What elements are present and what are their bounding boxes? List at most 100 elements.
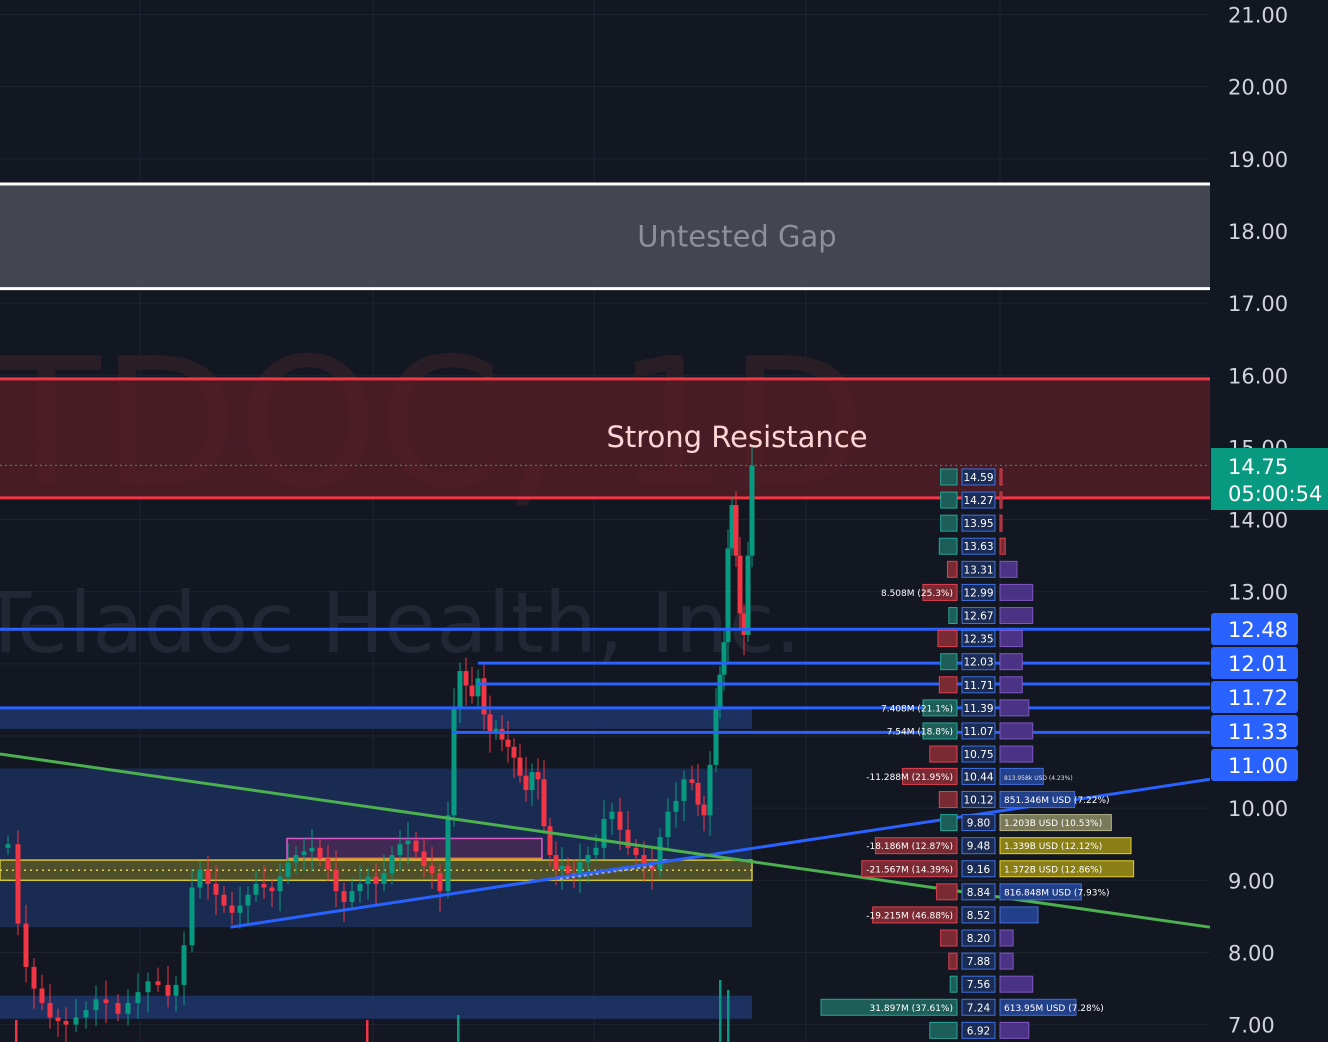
candle-up [277, 876, 283, 892]
delta-label: 7.408M (21.1%) [881, 704, 953, 714]
profile-price-cell [961, 607, 996, 625]
profile-price-cell [961, 537, 996, 555]
profile-price-cell [961, 676, 996, 694]
candle-down [269, 887, 275, 892]
candle-up [83, 1010, 89, 1018]
level-tag-label: 11.33 [1228, 720, 1288, 744]
level-tag-bg [1211, 715, 1298, 747]
volume-node-label: 1.203B USD (10.53%) [1004, 819, 1102, 829]
profile-price-cell [961, 630, 996, 648]
candle-up [749, 465, 755, 556]
candle-down [469, 685, 475, 697]
candle-down [221, 894, 227, 906]
volume-node-bar [999, 560, 1018, 578]
profile-price-label: 11.71 [963, 680, 993, 692]
candle-up [725, 548, 731, 643]
candle-down [23, 923, 29, 967]
candle-up [173, 984, 179, 996]
candle-up [397, 844, 403, 856]
price-tick-label: 19.00 [1228, 148, 1288, 172]
profile-price-cell [961, 790, 996, 808]
profile-price-label: 7.56 [967, 979, 991, 991]
candle-up [673, 800, 679, 812]
price-tick-label: 10.00 [1228, 797, 1288, 821]
candle-down [499, 728, 505, 740]
volume-node-bar [999, 814, 1112, 832]
profile-price-cell [961, 560, 996, 578]
price-tick-label: 13.00 [1228, 581, 1288, 605]
profile-price-label: 12.35 [963, 634, 993, 646]
delta-bar [929, 745, 958, 763]
price-tick-label: 18.00 [1228, 220, 1288, 244]
candle-up [285, 862, 291, 877]
candle-up [717, 674, 723, 708]
untested-gap-label: Untested Gap [637, 219, 836, 253]
level-tag-label: 12.01 [1228, 652, 1288, 676]
candle-up [445, 815, 451, 892]
volume-bar [366, 1020, 369, 1042]
candle-down [701, 804, 707, 816]
candle-down [229, 905, 235, 913]
price-tick-label: 20.00 [1228, 76, 1288, 100]
candle-up [309, 847, 315, 852]
candle-down [421, 851, 427, 866]
price-tick-label: 8.00 [1228, 941, 1275, 965]
profile-price-label: 12.03 [963, 657, 993, 669]
candle-up [245, 894, 251, 906]
profile-price-label: 10.75 [963, 749, 993, 761]
delta-bar [940, 468, 958, 486]
volume-node-bar [999, 491, 1003, 509]
delta-bar [948, 952, 958, 970]
candle-up [475, 678, 481, 697]
candle-down [413, 840, 419, 852]
profile-price-label: 10.44 [963, 771, 993, 783]
delta-bar [938, 676, 958, 694]
volume-node-bar [999, 676, 1023, 694]
volume-node-bar [999, 514, 1003, 532]
candle-up [189, 887, 195, 946]
candle-up [601, 818, 607, 848]
candle-up [5, 844, 11, 848]
profile-price-cell [961, 814, 996, 832]
delta-bar [820, 998, 958, 1016]
candle-up [253, 883, 259, 895]
delta-bar [940, 929, 958, 947]
volume-node-bar [999, 837, 1132, 855]
volume-node-bar [999, 860, 1135, 878]
level-tag-bg [1211, 749, 1298, 781]
candle-down [63, 1020, 69, 1025]
profile-price-cell [961, 745, 996, 763]
volume-node-label: 1.339B USD (12.12%) [1004, 842, 1102, 852]
profile-price-label: 6.92 [967, 1025, 990, 1037]
candle-down [505, 739, 511, 747]
candle-up [357, 883, 363, 892]
profile-price-cell [961, 975, 996, 993]
candle-down [15, 844, 21, 924]
profile-price-cell [961, 722, 996, 740]
candle-up [405, 840, 411, 845]
candle-up [593, 847, 599, 856]
profile-price-label: 14.27 [963, 495, 993, 507]
candle-down [205, 869, 211, 884]
volume-node-label: 813.958k USD (4.23%) [1004, 775, 1073, 782]
candle-up [707, 764, 713, 816]
delta-bar [938, 790, 958, 808]
level-tag-label: 11.00 [1228, 754, 1288, 778]
volume-node-bar [999, 906, 1039, 924]
candle-up [125, 1002, 131, 1014]
price-axis[interactable]: 7.008.009.0010.0011.0012.0013.0014.0015.… [1210, 0, 1328, 1042]
delta-bar [874, 837, 958, 855]
volume-node-label: 613.95M USD (7.28%) [1004, 1004, 1104, 1014]
profile-price-label: 8.20 [967, 933, 990, 945]
volume-node-label: 816.848M USD (7.93%) [1004, 888, 1110, 898]
candle-down [213, 883, 219, 895]
price-tick-label: 17.00 [1228, 292, 1288, 316]
delta-label: -18.186M (12.87%) [866, 842, 953, 852]
candle-up [609, 811, 615, 819]
profile-price-cell [961, 491, 996, 509]
price-zones: Untested Gap Strong Resistance [0, 182, 1210, 1019]
candle-up [181, 945, 187, 985]
candle-down [31, 966, 37, 989]
candle-up [237, 905, 243, 913]
